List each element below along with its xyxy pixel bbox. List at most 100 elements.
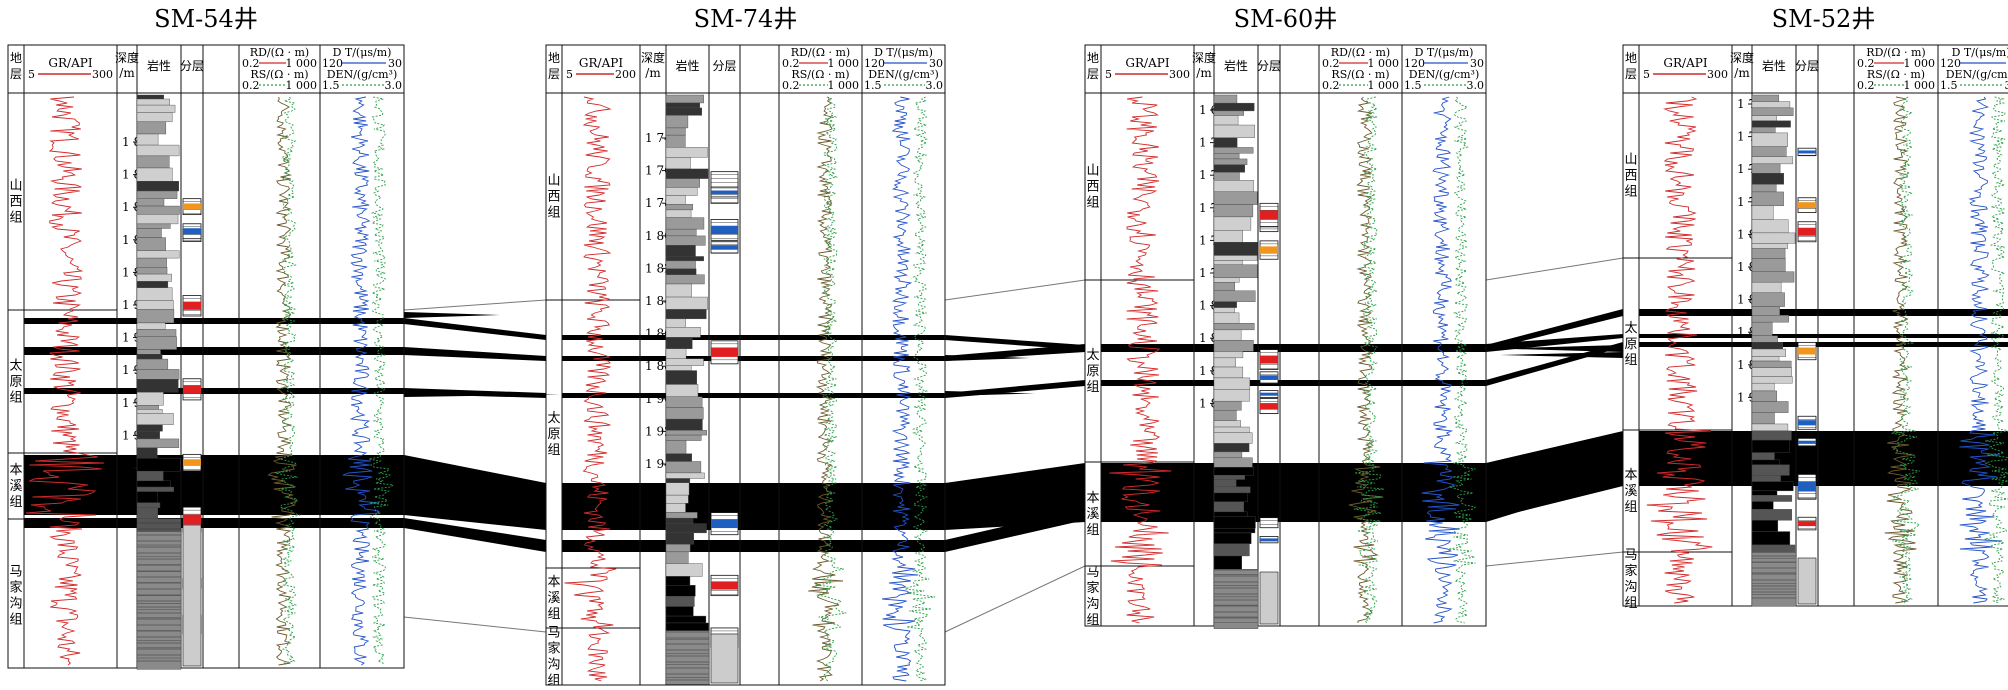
lithology-bed: [136, 300, 174, 310]
header-gr: GR/API: [48, 56, 92, 70]
lithology-bed: [136, 121, 167, 135]
coal-seam-band: [562, 483, 945, 530]
header-den: DEN/(g/cm³): [868, 68, 939, 81]
header-rd: RD/(Ω · m): [1331, 46, 1390, 59]
lithology-bed: [665, 228, 697, 237]
lithology-bed: [136, 430, 160, 440]
coal-seam-correlation: [945, 335, 1085, 350]
formation-char: 组: [547, 443, 560, 458]
den-max: 3.0: [385, 79, 403, 92]
coal-seam-correlation: [404, 455, 546, 530]
lithology-bed: [1213, 180, 1254, 192]
lithology-bed: [1213, 230, 1243, 243]
lithology-bed: [1751, 509, 1792, 521]
lithology-bed: [1213, 260, 1243, 265]
boundary-correlation-line: [1485, 257, 1624, 281]
lithology-bed: [136, 94, 164, 100]
lithology-bed: [136, 198, 165, 207]
boundary-correlation-line: [1485, 551, 1624, 567]
rs-curve: [814, 96, 847, 682]
lithology-bed: [665, 327, 701, 338]
lithology-bed: [665, 358, 704, 366]
lithology-bed: [665, 523, 707, 534]
formation-label: 本溪组: [1086, 491, 1099, 538]
coal-seam-band: [24, 518, 404, 528]
formation-label: 太原组: [547, 411, 560, 458]
formation-char: 本: [1086, 491, 1099, 506]
lithology-bed: [1751, 481, 1794, 492]
coal-seam-correlation: [404, 518, 546, 552]
lithology-bed: [665, 461, 702, 474]
lithology-bed: [136, 470, 164, 482]
rs-curve: [275, 96, 301, 666]
lithology-bed: [1213, 282, 1236, 291]
lithology-bed: [136, 480, 171, 488]
lithology-bed: [665, 639, 710, 654]
lithology-bed: [136, 391, 164, 406]
header-layer: 分层: [712, 59, 736, 73]
lithology-bed: [1213, 158, 1248, 165]
coal-seam-correlation: [404, 318, 546, 340]
header-den: DEN/(g/cm³): [1409, 68, 1480, 81]
rs-max: 1 000: [828, 79, 860, 92]
coal-seam-band: [562, 335, 945, 340]
lithology-bed: [665, 532, 694, 545]
dt-min: 120: [864, 57, 885, 70]
rd-curve: [267, 96, 299, 666]
lithology-bed: [1751, 115, 1777, 121]
lithology-bed: [665, 157, 691, 170]
formation-label: 山西组: [9, 179, 22, 226]
lithology-bed: [1751, 382, 1775, 392]
lithology-bed: [136, 354, 163, 360]
lithology-bed: [136, 457, 181, 472]
pinch-out-wedge: [404, 392, 560, 397]
lithology-bed: [1213, 264, 1258, 279]
lithology-bed: [136, 447, 158, 459]
formation-label: 本溪组: [547, 575, 560, 622]
lithology-bed: [665, 318, 686, 328]
lithology-bed: [1751, 127, 1776, 134]
lithology-bed: [665, 107, 702, 116]
lithology-bed: [665, 134, 686, 148]
coal-seam-band: [24, 347, 404, 355]
layer-box-fill: [711, 225, 738, 235]
lithology-bed: [1213, 153, 1240, 160]
lithology-bed: [136, 647, 182, 659]
lithology-bed: [1213, 301, 1237, 308]
lithology-bed: [1751, 401, 1789, 413]
lithology-bed: [1213, 410, 1237, 421]
den-curve: [368, 96, 395, 666]
lithology-bed: [1213, 501, 1244, 513]
lithology-bed: [665, 370, 697, 385]
lithology-bed: [1751, 335, 1778, 343]
header-den: DEN/(g/cm³): [1946, 68, 2008, 81]
track-frame: [1622, 44, 2008, 607]
lithology-bed: [665, 544, 691, 553]
lithology-bed: [665, 283, 692, 298]
gr-min: 5: [1105, 68, 1112, 81]
lithology-bed: [136, 424, 163, 432]
lithology-bed: [136, 369, 180, 380]
lithology-bed: [1213, 312, 1240, 324]
lithology-bed: [1751, 219, 1789, 234]
formation-char: 组: [9, 495, 22, 510]
formation-char: 太: [9, 359, 22, 374]
header-rs: RS/(Ω · m): [791, 68, 849, 81]
lithology-bed: [1751, 94, 1780, 102]
lithology-bed: [136, 223, 171, 229]
formation-char: 组: [1086, 380, 1099, 395]
layer-box-fill: [1260, 210, 1278, 220]
lithology-bed: [665, 296, 708, 310]
den-min: 1.5: [1404, 79, 1422, 92]
coal-seam-band: [1639, 431, 2008, 480]
formation-char: 沟: [9, 597, 22, 612]
lithology-bed: [136, 507, 158, 519]
layer-base-block: [182, 524, 202, 667]
lithology-bed: [136, 167, 173, 182]
layer-box-fill: [1798, 150, 1816, 154]
lithology-bed: [1751, 146, 1787, 157]
lithology-bed: [136, 609, 182, 619]
formation-char: 家: [1086, 580, 1099, 596]
lithology-bed: [1213, 191, 1258, 205]
lithology-bed: [136, 556, 182, 566]
